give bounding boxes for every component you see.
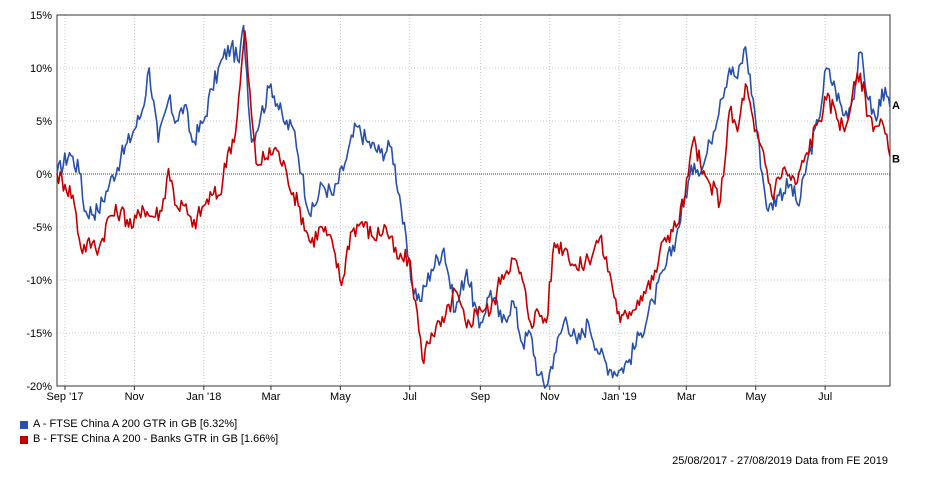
y-tick-label: -20% bbox=[26, 381, 52, 393]
x-tick-label: Nov bbox=[540, 391, 560, 403]
date-range-footer: 25/08/2017 - 27/08/2019 Data from FE 201… bbox=[672, 455, 888, 467]
legend-entry-b: B - FTSE China A 200 - Banks GTR in GB [… bbox=[20, 432, 278, 447]
x-tick-label: May bbox=[330, 391, 351, 403]
axis-ticks: 15% 10% 5% 0% -5% -10% -15% -20%Sep '17 Nov Jan '… bbox=[26, 10, 832, 403]
x-tick-label: Sep bbox=[471, 391, 491, 403]
legend-label-b: B - FTSE China A 200 - Banks GTR in GB [… bbox=[33, 433, 279, 445]
x-tick-label: Nov bbox=[125, 391, 145, 403]
y-tick-label: -15% bbox=[26, 328, 52, 340]
y-tick-label: 5% bbox=[36, 116, 52, 128]
x-tick-label: Mar bbox=[261, 391, 280, 403]
y-tick-label: 10% bbox=[30, 63, 52, 75]
x-tick-label: Sep '17 bbox=[46, 391, 83, 403]
x-tick-label: Mar bbox=[677, 391, 696, 403]
series-line-a bbox=[56, 24, 891, 389]
legend-swatch-a bbox=[20, 420, 28, 429]
y-tick-label: -5% bbox=[32, 222, 52, 234]
y-tick-label: 15% bbox=[30, 10, 52, 22]
y-tick-label: 0% bbox=[36, 169, 52, 181]
series-lines bbox=[56, 24, 891, 389]
legend: A - FTSE China A 200 GTR in GB [6.32%] B… bbox=[20, 417, 278, 447]
x-tick-label: Jul bbox=[403, 391, 417, 403]
plot-area-frame bbox=[56, 14, 891, 387]
x-tick-label: Jul bbox=[818, 391, 832, 403]
legend-label-a: A - FTSE China A 200 GTR in GB [6.32%] bbox=[33, 418, 238, 430]
legend-entry-a: A - FTSE China A 200 GTR in GB [6.32%] bbox=[20, 417, 278, 432]
y-tick-label: -10% bbox=[26, 275, 52, 287]
series-end-label-b: B bbox=[892, 153, 900, 165]
x-tick-label: Jan '19 bbox=[602, 391, 637, 403]
series-line-b bbox=[56, 30, 891, 365]
x-tick-label: Jan '18 bbox=[186, 391, 221, 403]
legend-swatch-b bbox=[20, 435, 28, 444]
x-tick-label: May bbox=[745, 391, 766, 403]
series-end-labels: AB bbox=[892, 100, 900, 165]
series-end-label-a: A bbox=[892, 100, 900, 112]
